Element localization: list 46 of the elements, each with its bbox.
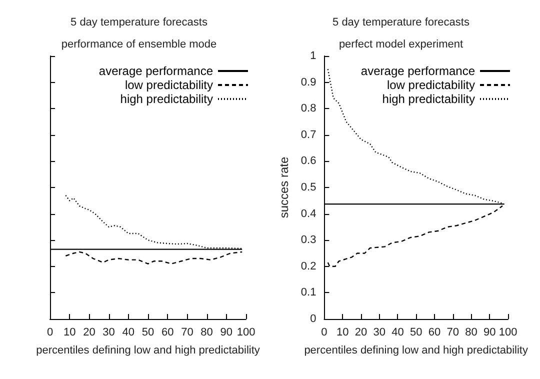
legend-label: high predictability — [382, 92, 475, 106]
x-tick-label: 60 — [428, 326, 441, 338]
x-tick-label: 70 — [446, 326, 459, 338]
x-tick-label: 40 — [122, 326, 135, 338]
x-tick-label: 80 — [465, 326, 478, 338]
x-tick-label: 90 — [483, 326, 496, 338]
legend-label: average performance — [98, 64, 214, 78]
legend-label: high predictability — [120, 92, 213, 106]
x-tick-label: 60 — [161, 326, 174, 338]
x-axis-title: percentiles defining low and high predictability — [36, 344, 260, 356]
x-tick-label: 20 — [83, 326, 96, 338]
y-tick-label: 1 — [310, 50, 316, 62]
legend-label: low predictability — [124, 78, 213, 92]
chart-subtitle: perfect model experiment — [338, 38, 464, 50]
y-tick-label: 0.9 — [300, 76, 316, 88]
x-tick-label: 30 — [373, 326, 386, 338]
x-tick-label: 100 — [236, 326, 256, 338]
x-tick-label: 90 — [220, 326, 233, 338]
x-tick-label: 40 — [392, 326, 404, 338]
x-tick-label: 70 — [181, 326, 194, 338]
x-tick-label: 80 — [200, 326, 213, 338]
x-tick-label: 10 — [336, 326, 349, 338]
x-tick-label: 10 — [63, 326, 76, 338]
x-tick-label: 50 — [142, 326, 154, 338]
y-tick-label: 0.6 — [300, 155, 316, 168]
x-tick-label: 100 — [498, 326, 518, 338]
y-tick-label: 0.3 — [300, 234, 316, 246]
x-tick-label: 20 — [354, 326, 368, 338]
chart-subtitle: performance of ensemble mode — [61, 38, 217, 50]
x-tick-label: 50 — [410, 326, 422, 338]
y-tick-label: 0.5 — [300, 182, 316, 194]
y-tick-label: 0 — [310, 313, 316, 325]
x-axis-title: percentiles defining low and high predictability — [304, 344, 528, 356]
legend-label: low predictability — [386, 78, 475, 92]
x-tick-label: 0 — [321, 326, 328, 338]
y-tick-label: 0.2 — [300, 260, 316, 272]
y-tick-label: 0.8 — [300, 102, 316, 115]
x-tick-label: 0 — [46, 326, 54, 338]
chart-title: 5 day temperature forecasts — [70, 16, 208, 28]
legend-label: average performance — [360, 64, 476, 78]
y-axis-title: succes rate — [277, 156, 291, 218]
x-tick-label: 30 — [102, 326, 115, 338]
y-tick-label: 0.1 — [300, 286, 316, 299]
y-tick-label: 0.7 — [300, 128, 316, 141]
chart-title: 5 day temperature forecasts — [332, 16, 470, 28]
y-tick-label: 0.4 — [300, 208, 316, 220]
